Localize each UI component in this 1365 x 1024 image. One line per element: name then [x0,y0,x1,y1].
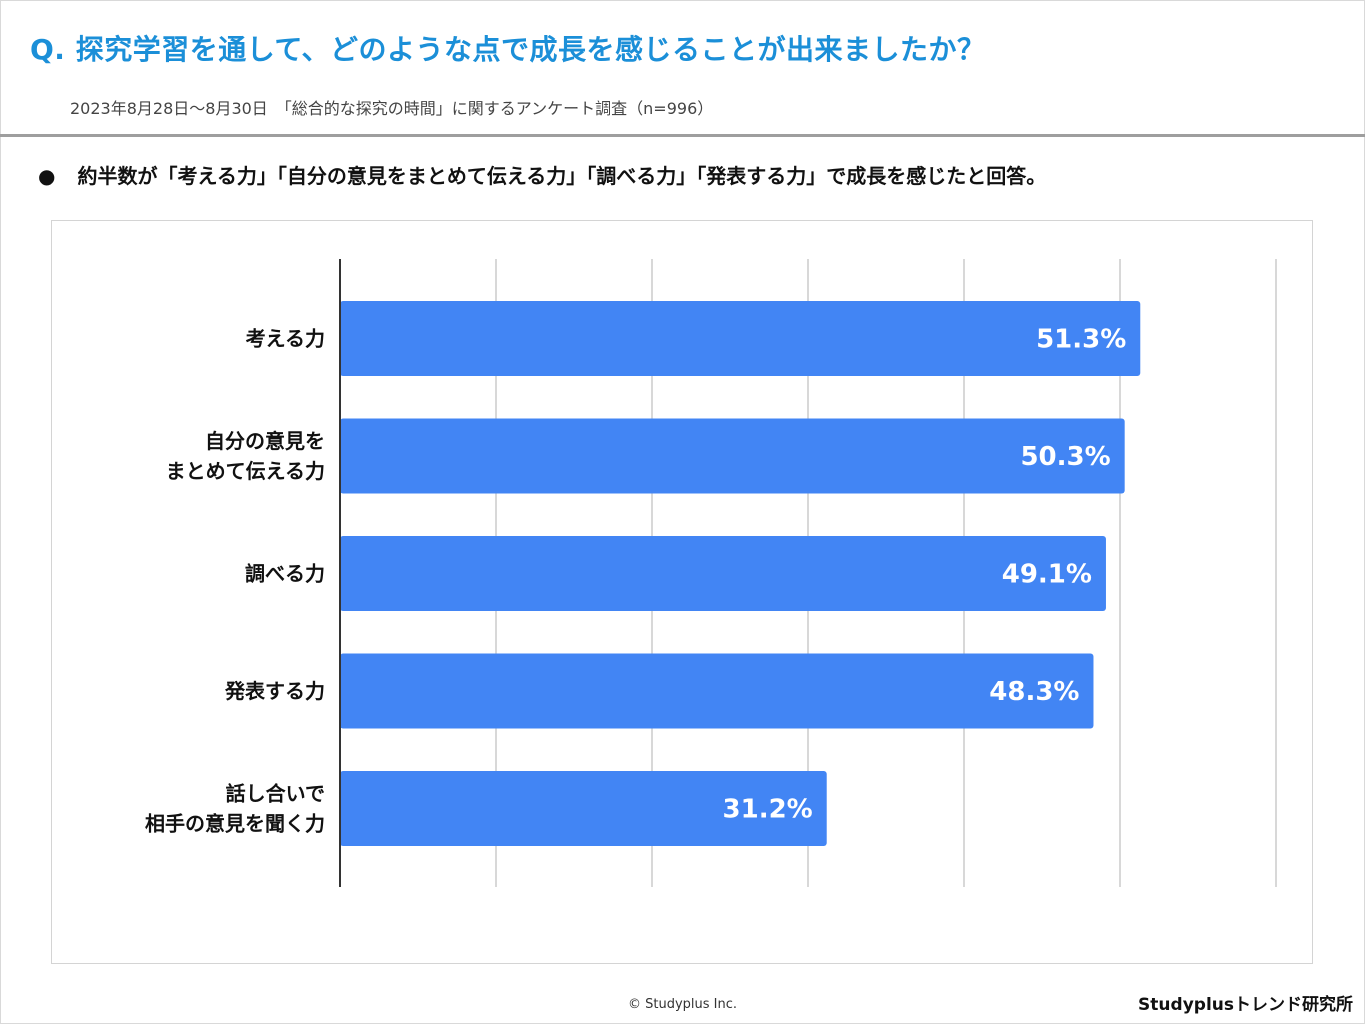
bar-value-label: 49.1% [1002,560,1092,590]
category-label: 話し合いで [226,782,325,806]
header: Q. 探究学習を通して、どのような点で成長を感じることが出来ましたか？ 2023… [0,0,1365,137]
summary-text: 約半数が「考える力」「自分の意見をまとめて伝える力」「調べる力」「発表する力」で… [77,164,1047,188]
chart-frame: 51.3% 考える力 50.3% 自分の意見をまとめて伝える力 49.1% 調べる力 48.… [51,220,1313,964]
category-label: 発表する力 [224,679,325,703]
bullet-icon: ● [38,164,56,188]
category-label: 調べる力 [245,562,325,586]
survey-subtitle: 2023年8月28日～8月30日 「総合的な探究の時間」に関するアンケート調査（… [70,99,714,118]
category-label: 考える力 [246,327,325,351]
summary-line: ● 約半数が「考える力」「自分の意見をまとめて伝える力」「調べる力」「発表する力」… [38,160,1046,189]
bar-value-label: 48.3% [989,677,1079,707]
bar [340,653,1094,729]
bar [340,771,827,846]
bar-value-label: 51.3% [1036,325,1126,355]
bar [340,301,1141,376]
category-label: 自分の意見を [205,429,325,453]
bar-value-label: 50.3% [1020,442,1110,472]
bar-value-label: 31.2% [723,795,813,825]
bar-chart: 51.3% 考える力 50.3% 自分の意見をまとめて伝える力 49.1% 調べる力 48.… [145,259,1277,887]
header-divider [0,134,1365,137]
category-label: まとめて伝える力 [166,459,325,483]
brand-logo-text: Studyplusトレンド研究所 [1138,995,1353,1015]
question-title: Q. 探究学習を通して、どのような点で成長を感じることが出来ましたか？ [30,33,986,66]
category-label: 相手の意見を聞く力 [145,812,325,836]
copyright: © Studyplus Inc. [627,997,738,1012]
bar [340,418,1125,494]
bar [340,536,1106,611]
